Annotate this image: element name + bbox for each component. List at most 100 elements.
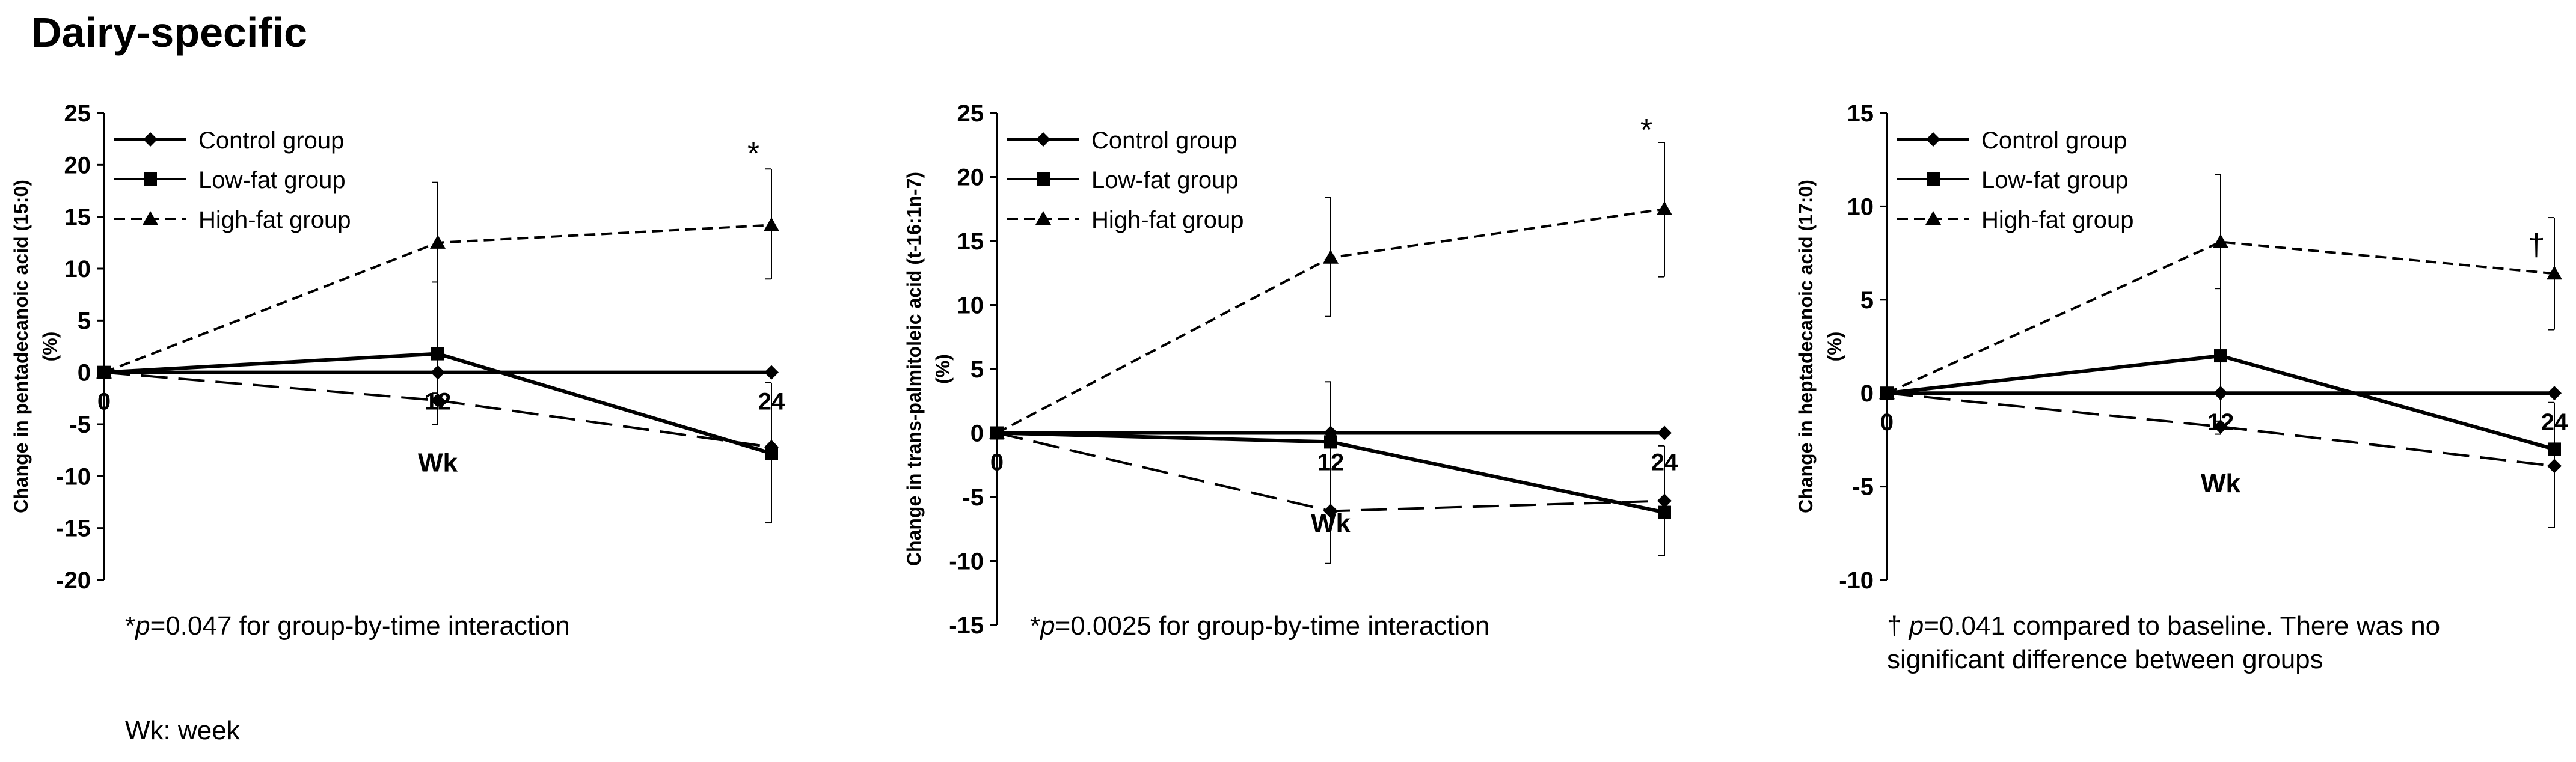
legend-label: High-fat group — [1091, 207, 1244, 233]
y-tick-label: 10 — [1847, 194, 1874, 220]
significance-annotation: † — [2528, 228, 2545, 263]
footnote-symbol: * — [125, 611, 136, 641]
series-marker — [2213, 419, 2228, 434]
footnote-chart-1: *p=0.047 for group-by-time interaction — [125, 609, 666, 643]
footnote-p: p — [135, 611, 150, 641]
series-marker — [1657, 425, 1672, 440]
y-tick-label: -10 — [1839, 567, 1874, 594]
series-line-unlabeled — [103, 371, 772, 448]
y-tick-label: -10 — [949, 549, 984, 575]
significance-annotation: * — [1640, 113, 1652, 148]
series-marker — [431, 347, 444, 361]
y-tick-label: -5 — [1852, 474, 1874, 501]
y-tick-label: 25 — [957, 100, 984, 127]
footnote-text: =0.0025 for group-by-time interaction — [1055, 611, 1490, 641]
y-axis-label: Change in pentadecanoic acid (15:0) — [10, 180, 32, 513]
significance-annotation: * — [747, 136, 759, 171]
chart-heptadecanoic: -10 -5 0 5 10 15 Change in heptadecanoic acid … — [1795, 100, 2568, 594]
y-axis-label: Change in trans-palmitoleic acid (t-16:1… — [903, 172, 925, 566]
page-title: Dairy-specific — [31, 9, 308, 56]
legend-label: Low-fat group — [1091, 167, 1239, 194]
series-marker — [1657, 201, 1672, 215]
legend-label: Control group — [1091, 127, 1237, 154]
legend-label: Low-fat group — [1981, 167, 2129, 194]
footnote-chart-2: *p=0.0025 for group-by-time interaction — [1030, 609, 1571, 643]
series-line — [1886, 240, 2555, 395]
legend-marker — [1927, 172, 1940, 186]
y-tick-label: 0 — [971, 421, 984, 447]
y-tick-label: -15 — [949, 612, 984, 639]
y-axis-label: (%) — [932, 354, 954, 384]
x-axis-label: Wk — [2201, 469, 2241, 498]
y-tick-label: 25 — [64, 100, 91, 127]
legend-marker — [143, 211, 158, 225]
footnote-week: Wk: week — [125, 716, 240, 745]
y-axis-label: (%) — [1824, 332, 1845, 362]
legend-label: Low-fat group — [198, 167, 346, 194]
series-marker — [2213, 386, 2228, 401]
footnote-p: p — [1909, 611, 1924, 641]
legend-marker — [144, 172, 157, 186]
y-tick-label: 0 — [1860, 380, 1874, 407]
series-marker — [2213, 234, 2228, 248]
series-marker — [1879, 385, 1895, 400]
series-marker — [764, 365, 779, 380]
y-tick-label: 20 — [64, 152, 91, 178]
x-tick-label: 0 — [97, 389, 111, 415]
series-marker — [2548, 442, 2561, 456]
legend-marker — [1926, 132, 1940, 147]
y-tick-label: 15 — [64, 204, 91, 231]
series-marker — [765, 447, 778, 460]
legend-label: Control group — [198, 127, 344, 154]
x-tick-label: 0 — [990, 450, 1004, 476]
series-marker — [2547, 266, 2562, 280]
y-tick-label: 5 — [78, 308, 91, 334]
footnote-text: =0.041 compared to baseline. There was n… — [1887, 611, 2441, 674]
legend-marker — [143, 132, 158, 147]
y-tick-label: -10 — [56, 463, 91, 490]
series-marker — [1657, 493, 1672, 508]
series-marker — [764, 217, 779, 231]
legend-label: High-fat group — [1981, 207, 2133, 233]
y-tick-label: -5 — [69, 412, 91, 438]
y-tick-label: -15 — [56, 516, 91, 542]
x-tick-label: 0 — [1880, 409, 1894, 436]
series-marker — [1323, 249, 1339, 264]
legend-marker — [1037, 172, 1050, 186]
series-marker — [2547, 386, 2562, 401]
series-marker — [1658, 505, 1671, 519]
y-tick-label: 20 — [957, 165, 984, 191]
legend-label: High-fat group — [198, 207, 351, 233]
series-marker — [1324, 435, 1337, 449]
legend-marker — [1925, 211, 1941, 225]
series-marker — [1323, 504, 1338, 519]
y-tick-label: 5 — [1860, 287, 1874, 314]
x-axis-label: Wk — [418, 448, 458, 478]
y-tick-label: -20 — [56, 567, 91, 594]
footnote-p: p — [1040, 611, 1055, 641]
series-line-unlabeled — [1886, 392, 2555, 468]
y-tick-label: 0 — [78, 360, 91, 386]
series-marker — [431, 393, 445, 408]
footnote-symbol: * — [1030, 611, 1041, 641]
series-marker — [2547, 459, 2562, 474]
y-tick-label: 5 — [971, 356, 984, 383]
footnote-text: =0.047 for group-by-time interaction — [150, 611, 570, 641]
y-tick-label: 10 — [957, 293, 984, 319]
series-marker — [431, 365, 445, 380]
legend-marker — [1035, 211, 1051, 225]
y-tick-label: 10 — [64, 256, 91, 282]
legend-marker — [1036, 132, 1050, 147]
series-marker — [96, 364, 112, 379]
footnote-chart-3: † p=0.041 compared to baseline. There wa… — [1887, 609, 2458, 677]
y-tick-label: 15 — [957, 228, 984, 255]
y-tick-label: 15 — [1847, 100, 1874, 127]
series-marker — [430, 234, 446, 249]
y-axis-label: Change in heptadecanoic acid (17:0) — [1795, 180, 1817, 513]
series-marker — [989, 425, 1005, 439]
legend-label: Control group — [1981, 127, 2127, 154]
y-axis-label: (%) — [39, 332, 61, 362]
